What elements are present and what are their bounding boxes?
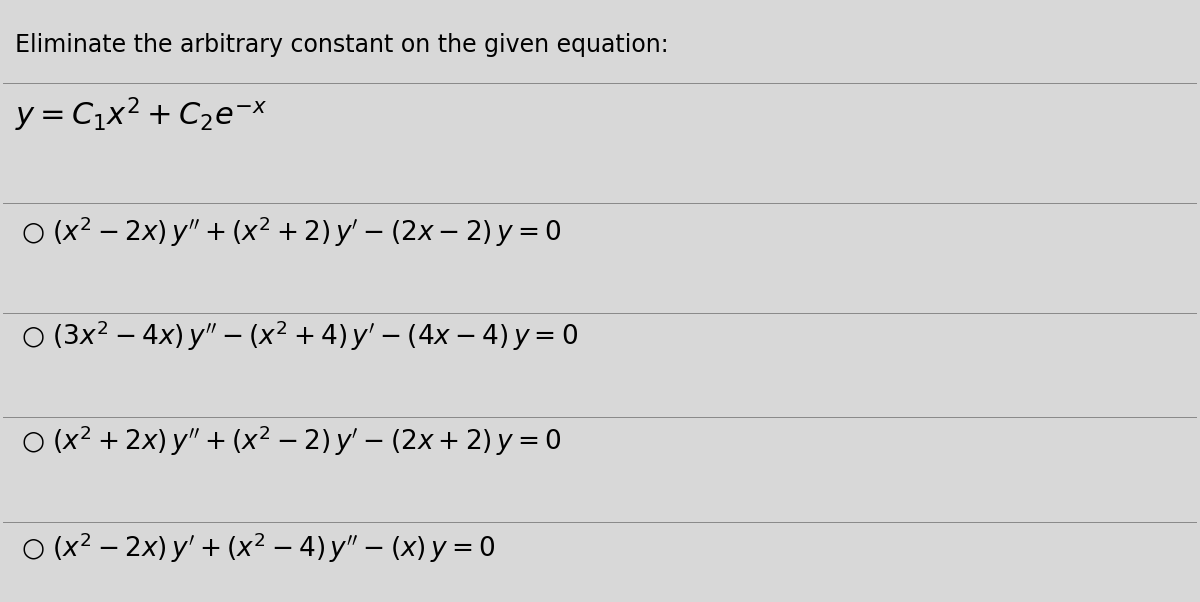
Text: $\bigcirc \ (x^2 + 2x)\, y'' + (x^2 - 2)\, y' - (2x + 2)\, y = 0$: $\bigcirc \ (x^2 + 2x)\, y'' + (x^2 - 2)… bbox=[20, 423, 562, 458]
Text: $y = C_1x^2 + C_2e^{-x}$: $y = C_1x^2 + C_2e^{-x}$ bbox=[14, 95, 266, 134]
Text: $\bigcirc \ (x^2 - 2x)\, y'' + (x^2 + 2)\, y' - (2x - 2)\, y = 0$: $\bigcirc \ (x^2 - 2x)\, y'' + (x^2 + 2)… bbox=[20, 214, 562, 249]
Text: $\bigcirc \ (x^2 - 2x)\, y' + (x^2 - 4)\, y'' - (x)\, y = 0$: $\bigcirc \ (x^2 - 2x)\, y' + (x^2 - 4)\… bbox=[20, 530, 496, 565]
Text: $\bigcirc \ (3x^2 - 4x)\, y'' - (x^2 + 4)\, y' - (4x - 4)\, y = 0$: $\bigcirc \ (3x^2 - 4x)\, y'' - (x^2 + 4… bbox=[20, 319, 578, 353]
Text: Eliminate the arbitrary constant on the given equation:: Eliminate the arbitrary constant on the … bbox=[14, 33, 668, 57]
